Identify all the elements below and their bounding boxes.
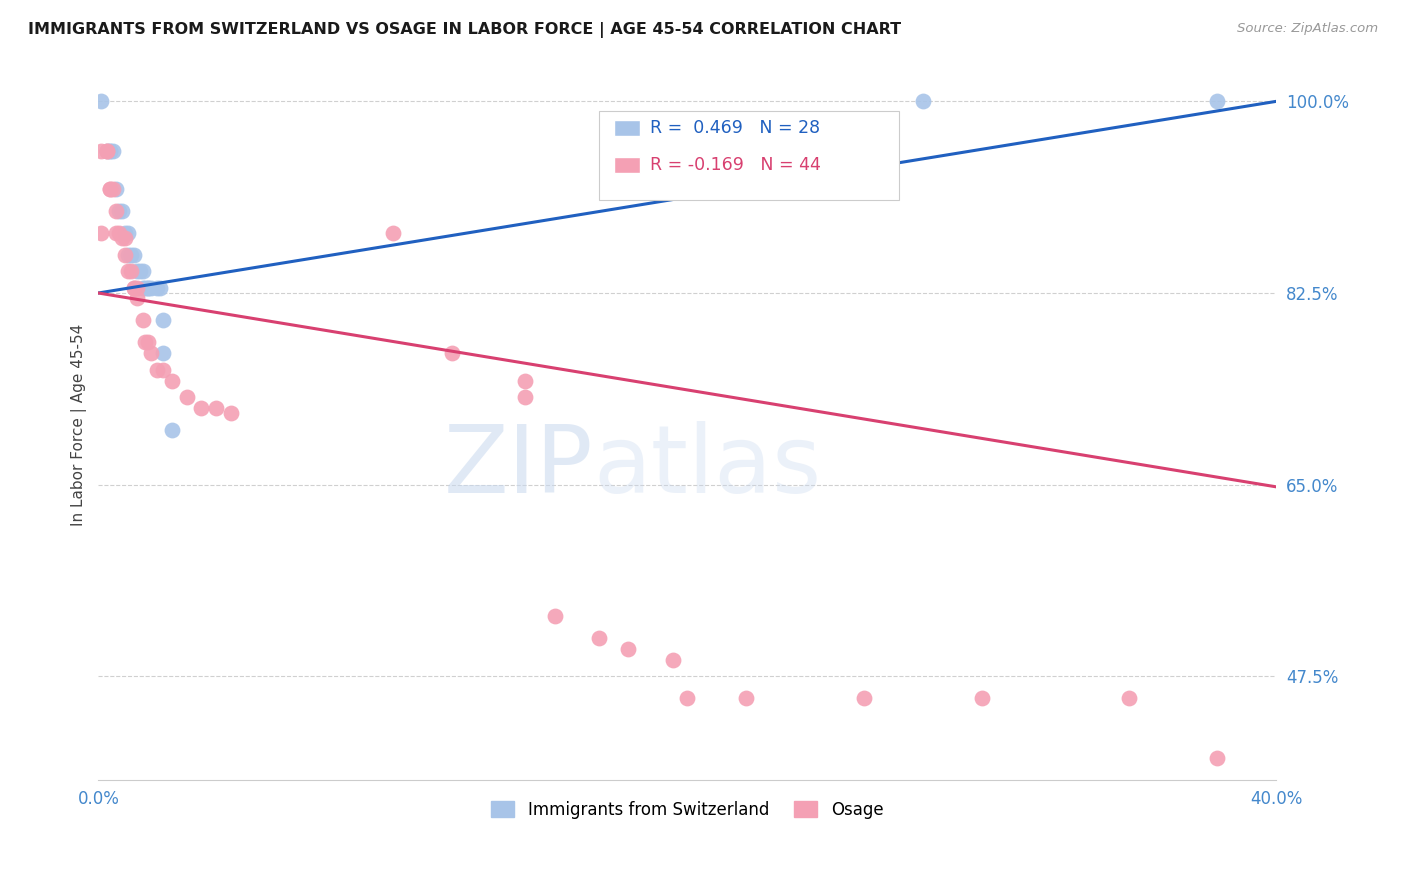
Point	[117, 264, 139, 278]
Point	[1118, 691, 1140, 706]
Point	[108, 226, 131, 240]
Point	[735, 691, 758, 706]
Point	[152, 362, 174, 376]
Point	[190, 401, 212, 415]
Point	[617, 641, 640, 656]
Point	[101, 182, 124, 196]
Point	[205, 401, 228, 415]
Point	[90, 144, 112, 158]
Point	[105, 182, 128, 196]
Point	[146, 362, 169, 376]
Point	[90, 226, 112, 240]
Point	[96, 144, 118, 158]
Point	[98, 144, 121, 158]
Point	[138, 280, 160, 294]
Point	[101, 144, 124, 158]
Point	[96, 144, 118, 158]
Point	[117, 226, 139, 240]
Point	[134, 280, 156, 294]
Point	[120, 248, 142, 262]
Point	[131, 264, 153, 278]
Point	[125, 292, 148, 306]
Point	[141, 346, 163, 360]
Point	[141, 280, 163, 294]
Point	[852, 691, 875, 706]
Legend: Immigrants from Switzerland, Osage: Immigrants from Switzerland, Osage	[485, 794, 890, 825]
Point	[440, 346, 463, 360]
Point	[90, 95, 112, 109]
Point	[117, 248, 139, 262]
Point	[114, 231, 136, 245]
FancyBboxPatch shape	[614, 120, 640, 136]
Point	[219, 407, 242, 421]
Point	[911, 95, 934, 109]
Point	[176, 390, 198, 404]
Text: IMMIGRANTS FROM SWITZERLAND VS OSAGE IN LABOR FORCE | AGE 45-54 CORRELATION CHAR: IMMIGRANTS FROM SWITZERLAND VS OSAGE IN …	[28, 22, 901, 38]
Point	[152, 346, 174, 360]
FancyBboxPatch shape	[614, 158, 640, 173]
Point	[515, 390, 537, 404]
Point	[588, 631, 610, 645]
Point	[122, 280, 145, 294]
Point	[152, 313, 174, 327]
Point	[98, 182, 121, 196]
Text: Source: ZipAtlas.com: Source: ZipAtlas.com	[1237, 22, 1378, 36]
Point	[114, 226, 136, 240]
Point	[149, 280, 172, 294]
Text: R = -0.169   N = 44: R = -0.169 N = 44	[650, 155, 821, 174]
Text: R =  0.469   N = 28: R = 0.469 N = 28	[650, 119, 820, 136]
Point	[515, 374, 537, 388]
Point	[108, 203, 131, 218]
Point	[120, 264, 142, 278]
Point	[661, 653, 683, 667]
Point	[1206, 95, 1229, 109]
Point	[114, 248, 136, 262]
Point	[98, 144, 121, 158]
FancyBboxPatch shape	[599, 112, 900, 200]
Point	[111, 203, 134, 218]
Text: atlas: atlas	[593, 421, 821, 513]
Point	[96, 144, 118, 158]
Point	[105, 203, 128, 218]
Point	[138, 280, 160, 294]
Point	[381, 226, 404, 240]
Point	[676, 691, 699, 706]
Text: ZIP: ZIP	[443, 421, 593, 513]
Point	[1206, 751, 1229, 765]
Point	[146, 280, 169, 294]
Point	[138, 335, 160, 350]
Point	[131, 313, 153, 327]
Point	[128, 264, 150, 278]
Point	[105, 226, 128, 240]
Point	[134, 335, 156, 350]
Point	[122, 280, 145, 294]
Point	[98, 182, 121, 196]
Point	[160, 423, 183, 437]
Point	[544, 609, 567, 624]
Point	[160, 374, 183, 388]
Point	[111, 231, 134, 245]
Point	[125, 280, 148, 294]
Point	[122, 248, 145, 262]
Y-axis label: In Labor Force | Age 45-54: In Labor Force | Age 45-54	[72, 323, 87, 525]
Point	[131, 280, 153, 294]
Point	[125, 264, 148, 278]
Point	[970, 691, 993, 706]
